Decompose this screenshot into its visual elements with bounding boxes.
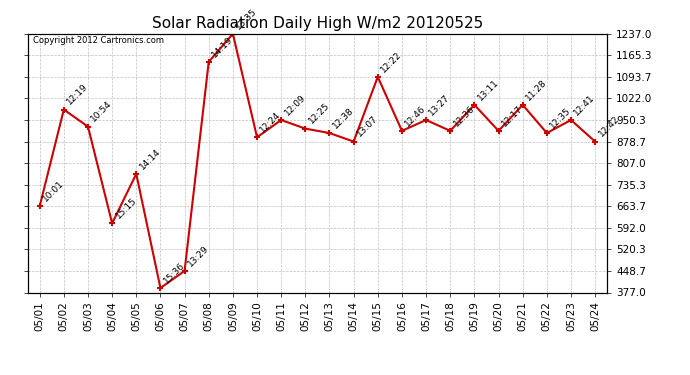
Text: 12:38: 12:38 xyxy=(331,106,355,130)
Text: 12:09: 12:09 xyxy=(283,93,307,117)
Text: 12:19: 12:19 xyxy=(66,82,90,107)
Title: Solar Radiation Daily High W/m2 20120525: Solar Radiation Daily High W/m2 20120525 xyxy=(152,16,483,31)
Text: 14:14: 14:14 xyxy=(138,147,162,171)
Text: 12:46: 12:46 xyxy=(404,104,428,128)
Text: 12:41: 12:41 xyxy=(573,93,597,117)
Text: 10:54: 10:54 xyxy=(90,99,114,124)
Text: 12:36: 12:36 xyxy=(452,104,476,128)
Text: Copyright 2012 Cartronics.com: Copyright 2012 Cartronics.com xyxy=(33,36,164,45)
Text: 12:24: 12:24 xyxy=(259,110,283,135)
Text: 12:25: 12:25 xyxy=(307,101,331,126)
Text: 13:29: 13:29 xyxy=(186,244,210,268)
Text: 15:36: 15:36 xyxy=(162,261,186,285)
Text: 13:27: 13:27 xyxy=(428,93,452,117)
Text: 12:35: 12:35 xyxy=(549,106,573,130)
Text: 11:28: 11:28 xyxy=(524,78,549,102)
Text: 12:42: 12:42 xyxy=(597,114,621,139)
Text: 10:01: 10:01 xyxy=(41,179,66,204)
Text: 14:19: 14:19 xyxy=(210,34,235,59)
Text: 15:15: 15:15 xyxy=(114,196,138,220)
Text: 12:22: 12:22 xyxy=(380,50,404,74)
Text: 12:17: 12:17 xyxy=(500,104,524,128)
Text: 13:07: 13:07 xyxy=(355,114,380,139)
Text: 13:11: 13:11 xyxy=(476,77,500,102)
Text: 13:35: 13:35 xyxy=(235,6,259,31)
